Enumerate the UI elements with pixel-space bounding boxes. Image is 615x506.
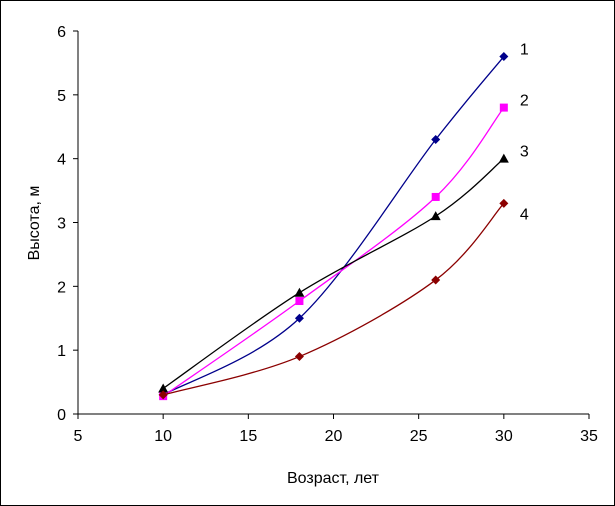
x-tick-label: 15 bbox=[239, 428, 257, 445]
x-tick-label: 5 bbox=[74, 428, 83, 445]
series-label: 3 bbox=[520, 144, 529, 161]
y-tick-label: 5 bbox=[57, 88, 66, 105]
data-point bbox=[295, 297, 304, 306]
x-tick-label: 20 bbox=[325, 428, 343, 445]
data-point bbox=[294, 287, 305, 297]
y-tick-label: 2 bbox=[57, 279, 66, 296]
series-line-1 bbox=[162, 56, 505, 396]
data-point bbox=[499, 103, 508, 112]
data-point bbox=[294, 313, 304, 323]
data-point bbox=[431, 135, 441, 145]
data-point bbox=[499, 198, 509, 208]
data-point bbox=[430, 211, 441, 221]
data-point bbox=[431, 275, 441, 285]
data-point bbox=[158, 390, 168, 400]
data-point bbox=[498, 153, 509, 163]
data-point bbox=[499, 52, 509, 62]
data-point bbox=[431, 192, 440, 201]
series-line-2 bbox=[162, 107, 505, 397]
x-tick-label: 25 bbox=[410, 428, 428, 445]
y-tick-label: 1 bbox=[57, 343, 66, 360]
series-label: 1 bbox=[520, 42, 529, 59]
x-axis-label: Возраст, лет bbox=[287, 470, 380, 487]
y-tick-label: 3 bbox=[57, 216, 66, 233]
data-point bbox=[294, 352, 304, 362]
series-line-4 bbox=[162, 202, 505, 396]
x-tick-label: 10 bbox=[154, 428, 172, 445]
series-label: 2 bbox=[520, 93, 529, 110]
y-tick-label: 0 bbox=[57, 407, 66, 424]
series-label: 4 bbox=[520, 206, 529, 223]
y-tick-label: 6 bbox=[57, 24, 66, 41]
series-line-3 bbox=[162, 158, 505, 389]
x-tick-label: 30 bbox=[495, 428, 513, 445]
data-point bbox=[158, 383, 169, 393]
y-tick-label: 4 bbox=[57, 152, 66, 169]
y-axis-label: Высота, м bbox=[26, 186, 43, 261]
x-tick-label: 35 bbox=[580, 428, 598, 445]
